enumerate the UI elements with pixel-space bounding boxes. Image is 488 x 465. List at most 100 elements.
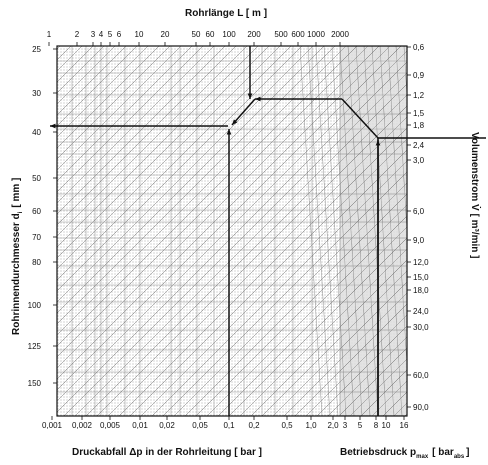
diagonal-line xyxy=(217,226,407,416)
diagonal-line xyxy=(151,160,407,416)
top-tick-label: 600 xyxy=(291,30,305,39)
diagonal-line xyxy=(57,46,138,127)
route-arrowhead xyxy=(255,96,261,102)
right-axis-title: Volumenstrom V̇ [ m³/min ] xyxy=(469,132,481,259)
diagonal-line xyxy=(283,292,407,416)
diagonal-line xyxy=(140,149,407,416)
bottom-right-axis-title: Betriebsdruck pmax[ barabs] xyxy=(340,447,470,460)
diagonal-line xyxy=(57,61,407,413)
pressure-tick-label: 16 xyxy=(400,421,409,430)
top-tick-label: 20 xyxy=(161,30,170,39)
pressure-tick-label: 10 xyxy=(382,421,391,430)
bottom-tick-label: 0,05 xyxy=(192,421,208,430)
route-arrowhead xyxy=(226,129,232,135)
diagonal-line xyxy=(195,204,407,416)
pressure-region xyxy=(340,46,407,416)
bottom-tick-label: 2,0 xyxy=(327,421,339,430)
diagonal-line xyxy=(118,127,407,416)
grid-lines xyxy=(0,46,488,416)
diagonal-line xyxy=(57,46,369,358)
top-axis-title: Rohrlänge L [ m ] xyxy=(185,8,267,19)
top-tick-label: 4 xyxy=(99,30,104,39)
diagonal-line xyxy=(57,46,292,281)
bottom-tick-label: 0,02 xyxy=(159,421,175,430)
left-tick-label: 50 xyxy=(32,174,41,183)
right-tick-label: 0,9 xyxy=(413,71,425,80)
diagonal-line xyxy=(272,281,407,416)
top-tick-label: 100 xyxy=(222,30,236,39)
route-arrowhead xyxy=(247,93,253,99)
right-tick-label: 6,0 xyxy=(413,207,425,216)
right-tick-label: 12,0 xyxy=(413,258,429,267)
route-arrowhead xyxy=(375,140,381,146)
pressure-tick-label: 8 xyxy=(374,421,379,430)
bottom-tick-label: 0,5 xyxy=(281,421,293,430)
pressure-tick-label: 3 xyxy=(343,421,348,430)
diagonal-line xyxy=(57,46,127,116)
bottom-tick-label: 0,2 xyxy=(248,421,260,430)
right-tick-label: 30,0 xyxy=(413,323,429,332)
diagonal-line xyxy=(57,46,347,336)
example-route xyxy=(50,46,486,416)
left-tick-label: 150 xyxy=(28,379,42,388)
diagonal-line xyxy=(57,46,204,193)
right-tick-label: 24,0 xyxy=(413,307,429,316)
left-tick-label: 80 xyxy=(32,258,41,267)
diagonal-line xyxy=(162,171,407,416)
diagonal-line xyxy=(63,72,407,416)
left-tick-label: 60 xyxy=(32,207,41,216)
diagonal-line xyxy=(129,138,407,416)
diagonal-line xyxy=(206,215,407,416)
steep-line xyxy=(323,46,347,416)
right-tick-label: 90,0 xyxy=(413,403,429,412)
diagonal-line xyxy=(85,94,407,416)
top-tick-label: 10 xyxy=(135,30,144,39)
diagonal-line xyxy=(449,46,488,416)
left-tick-label: 30 xyxy=(32,89,41,98)
right-tick-label: 15,0 xyxy=(413,273,429,282)
diagonal-line xyxy=(57,46,402,391)
steep-line xyxy=(371,46,395,416)
left-tick-label: 70 xyxy=(32,233,41,242)
right-tick-label: 1,2 xyxy=(413,91,425,100)
right-tick-label: 0,6 xyxy=(413,43,425,52)
right-tick-label: 18,0 xyxy=(413,286,429,295)
top-tick-label: 60 xyxy=(206,30,215,39)
diagonal-line xyxy=(74,83,407,416)
steep-line xyxy=(379,46,403,416)
right-tick-label: 1,5 xyxy=(413,109,425,118)
right-tick-label: 2,4 xyxy=(413,141,425,150)
top-tick-label: 500 xyxy=(274,30,288,39)
steep-line xyxy=(339,46,363,416)
top-tick-label: 2 xyxy=(75,30,80,39)
left-tick-label: 125 xyxy=(28,342,42,351)
route-segment xyxy=(341,98,379,139)
diagonal-line xyxy=(57,46,171,160)
steep-line xyxy=(355,46,379,416)
steep-line xyxy=(363,46,387,416)
bottom-tick-label: 0,001 xyxy=(42,421,63,430)
bottom-tick-label: 0,002 xyxy=(72,421,93,430)
route-arrowhead xyxy=(50,123,56,129)
plot-border xyxy=(56,45,408,417)
diagonal-line xyxy=(0,46,49,416)
steep-line xyxy=(315,46,339,416)
diagonal-line xyxy=(57,46,391,380)
diagonal-line xyxy=(57,46,314,303)
top-tick-label: 6 xyxy=(117,30,122,39)
diagonal-line xyxy=(57,46,61,50)
steep-line xyxy=(307,46,331,416)
diagonal-line xyxy=(228,237,407,416)
diagonal-line xyxy=(239,248,407,416)
diagonal-line xyxy=(294,303,407,416)
right-tick-label: 3,0 xyxy=(413,156,425,165)
diagonal-line xyxy=(57,46,226,215)
diagonal-line xyxy=(57,46,237,226)
bottom-tick-label: 0,01 xyxy=(132,421,148,430)
steep-line xyxy=(444,46,466,416)
diagonal-line xyxy=(57,46,160,149)
top-tick-label: 3 xyxy=(91,30,96,39)
steep-line xyxy=(436,46,458,416)
diagonal-line xyxy=(57,46,215,204)
diagonal-line xyxy=(57,46,380,369)
